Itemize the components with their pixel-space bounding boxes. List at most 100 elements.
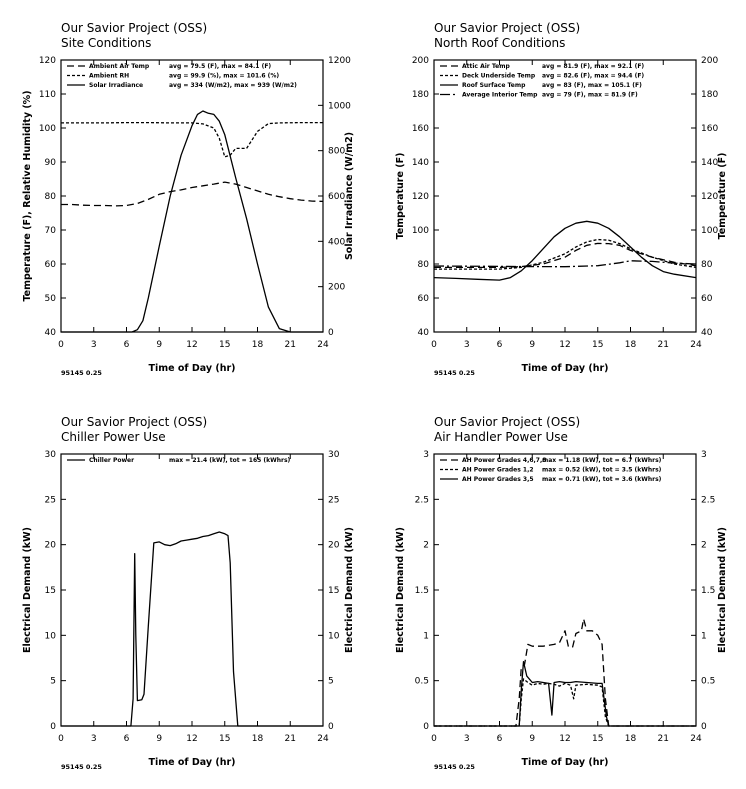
legend-stats: max = 0.52 (kW), tot = 3.5 (kWhrs): [542, 467, 662, 474]
y-tick-label: 2.5: [415, 495, 429, 505]
chart-footer-code: 95145 0.25: [61, 369, 102, 377]
y2-tick-label: 100: [701, 226, 718, 236]
y2-axis-label: Temperature (F): [717, 153, 728, 240]
series-line-3: [433, 220, 697, 281]
y-tick-label: 30: [45, 450, 57, 460]
x-tick-label: 6: [124, 734, 130, 744]
y2-tick-label: 0: [328, 722, 334, 732]
plot-frame: [60, 59, 324, 333]
y2-tick-label: 3: [701, 450, 707, 460]
y2-tick-label: 15: [328, 586, 339, 596]
y-tick-label: 110: [39, 90, 56, 100]
x-tick-label: 6: [497, 340, 503, 350]
x-tick-label: 18: [625, 340, 637, 350]
plot-frame: [433, 453, 697, 727]
y2-tick-label: 1.5: [701, 586, 715, 596]
x-tick-label: 21: [658, 734, 669, 744]
series-line-3: [61, 110, 323, 333]
series-line-1: [61, 181, 324, 207]
y-tick-label: 10: [45, 631, 57, 641]
y-axis-label: Electrical Demand (kW): [395, 527, 406, 653]
legend-stats: max = 1.18 (kW), tot = 6.7 (kWhrs): [542, 457, 662, 464]
x-tick-label: 12: [186, 734, 197, 744]
plot-frame: [60, 453, 324, 727]
air-handler-power-use-chart: Our Savior Project (OSS)Air Handler Powe…: [395, 415, 728, 771]
x-tick-label: 6: [124, 340, 130, 350]
y2-tick-label: 1000: [328, 101, 351, 111]
y2-tick-label: 2.5: [701, 495, 715, 505]
y2-tick-label: 400: [328, 237, 345, 247]
y-tick-label: 0.5: [415, 677, 429, 687]
x-tick-label: 9: [156, 340, 162, 350]
y2-tick-label: 0: [328, 328, 334, 338]
y2-tick-label: 200: [328, 283, 345, 293]
legend-label: Ambient RH: [89, 73, 129, 80]
legend-stats: avg = 79 (F), max = 81.9 (F): [542, 92, 638, 99]
y-tick-label: 0: [423, 722, 429, 732]
legend-stats: max = 0.71 (kW), tot = 3.6 (kWhrs): [542, 476, 662, 483]
y2-axis-label: Electrical Demand (kW): [344, 527, 355, 653]
x-axis-label: Time of Day (hr): [522, 363, 609, 374]
legend-label: Chiller Power: [89, 457, 134, 464]
site-conditions-chart: Our Savior Project (OSS)Site Conditions 0…: [22, 21, 355, 377]
chart-subtitle: Chiller Power Use: [61, 430, 166, 444]
y-tick-label: 100: [412, 226, 429, 236]
y2-tick-label: 2: [701, 541, 707, 551]
x-tick-label: 6: [497, 734, 503, 744]
x-tick-label: 0: [58, 340, 64, 350]
series-line-1: [434, 242, 697, 269]
chart-footer-code: 95145 0.25: [434, 369, 475, 377]
plot-frame: [433, 59, 697, 333]
legend-label: Roof Surface Temp: [462, 82, 526, 89]
x-tick-label: 9: [529, 734, 535, 744]
y2-tick-label: 200: [701, 56, 718, 66]
x-tick-label: 24: [317, 734, 329, 744]
y-tick-label: 100: [39, 124, 56, 134]
y-axis-label: Electrical Demand (kW): [22, 527, 33, 653]
y2-tick-label: 120: [701, 192, 718, 202]
y-tick-label: 90: [45, 158, 57, 168]
y-tick-label: 140: [412, 158, 429, 168]
x-tick-label: 21: [285, 734, 296, 744]
x-tick-label: 0: [431, 734, 437, 744]
y-axis-label: Temperature (F), Relative Humidity (%): [22, 90, 33, 301]
y-tick-label: 40: [45, 328, 57, 338]
x-axis-label: Time of Day (hr): [149, 363, 236, 374]
y-tick-label: 3: [423, 450, 429, 460]
x-tick-label: 15: [592, 340, 603, 350]
y-axis-label: Temperature (F): [395, 153, 406, 240]
chart-panel-air-handler-power-use: Our Savior Project (OSS) Air Handler Powe…: [373, 394, 746, 788]
series-line-1: [434, 618, 696, 727]
y2-tick-label: 20: [328, 541, 340, 551]
y2-tick-label: 30: [328, 450, 340, 460]
legend-stats: avg = 81.9 (F), max = 92.1 (F): [542, 63, 644, 70]
x-axis-label: Time of Day (hr): [522, 757, 609, 768]
y2-tick-label: 180: [701, 90, 718, 100]
x-tick-label: 18: [625, 734, 637, 744]
y2-tick-label: 0.5: [701, 677, 715, 687]
chart-subtitle: Air Handler Power Use: [434, 430, 568, 444]
x-tick-label: 9: [156, 734, 162, 744]
chart-subtitle: Site Conditions: [61, 36, 151, 50]
y-tick-label: 80: [45, 192, 57, 202]
series-line-2: [61, 121, 323, 158]
legend-label: Solar Irradiance: [89, 82, 143, 89]
x-tick-label: 3: [91, 734, 97, 744]
y2-tick-label: 10: [328, 631, 340, 641]
x-tick-label: 12: [186, 340, 197, 350]
y-tick-label: 25: [45, 495, 56, 505]
y2-tick-label: 0: [701, 722, 707, 732]
y-tick-label: 60: [45, 260, 57, 270]
x-tick-label: 3: [91, 340, 97, 350]
chart-panel-chiller-power-use: Our Savior Project (OSS) Chiller Power Us…: [0, 394, 373, 788]
x-tick-label: 3: [464, 734, 470, 744]
series-line-2: [434, 238, 697, 270]
chart-panel-site-conditions: Our Savior Project (OSS) Site Conditions 0…: [0, 0, 373, 394]
x-tick-label: 24: [317, 340, 329, 350]
x-axis-label: Time of Day (hr): [149, 757, 236, 768]
legend-label: Average Interior Temp: [462, 92, 538, 99]
y2-tick-label: 40: [701, 328, 713, 338]
x-tick-label: 15: [219, 340, 230, 350]
y-tick-label: 80: [418, 260, 430, 270]
y-tick-label: 15: [45, 586, 56, 596]
